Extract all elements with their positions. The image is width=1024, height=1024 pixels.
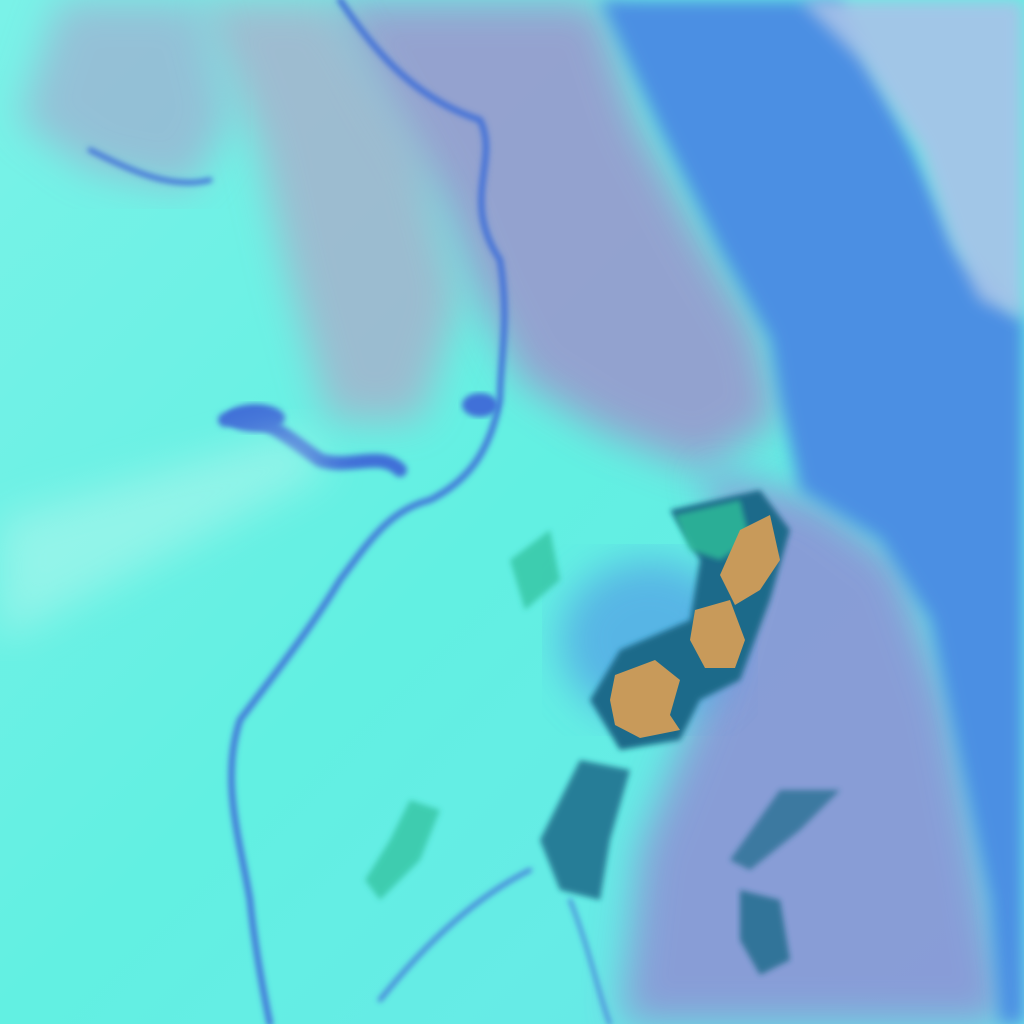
land-region-north (330, 0, 780, 470)
land-region-northwest (200, 0, 460, 420)
cloud-streak (0, 430, 330, 640)
sea (600, 0, 1024, 1024)
lake (225, 404, 285, 432)
storm-core (720, 515, 780, 605)
land-region-topleft (20, 0, 230, 190)
storm-core (610, 660, 680, 738)
land-region-far-east (800, 0, 1024, 320)
land-region-east (620, 470, 1010, 1024)
storm-core (690, 600, 745, 668)
storm-cells (365, 490, 840, 975)
lake (462, 393, 498, 417)
